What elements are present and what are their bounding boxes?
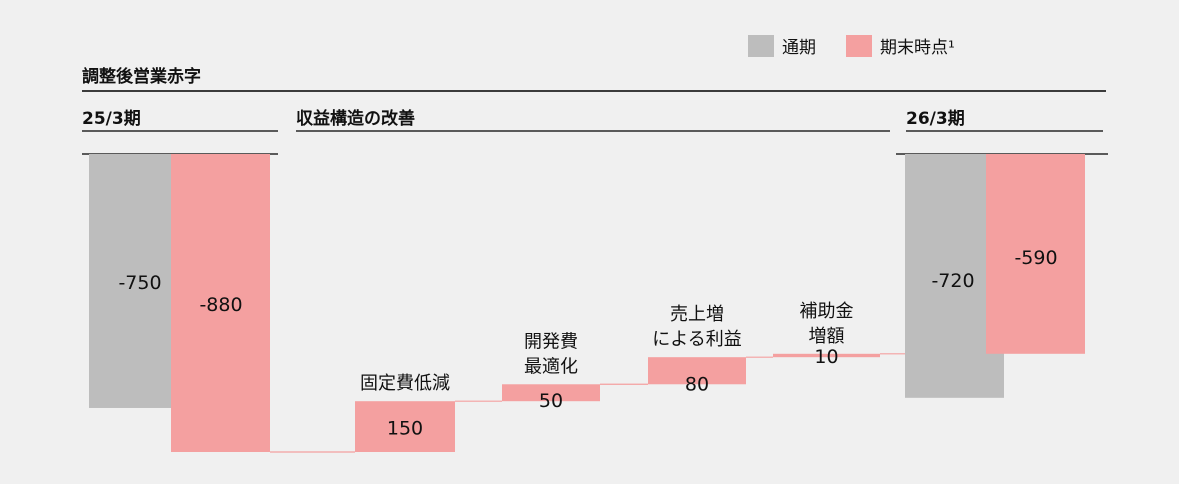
step-category-label-1-line-1: 固定費低減 <box>360 373 450 394</box>
step-category-label-4-line-2: 増額 <box>809 326 845 347</box>
step-category-label-3-line-2: による利益 <box>652 329 741 350</box>
start-value-label-end-point: -880 <box>199 294 242 316</box>
end-value-label-full-year: -720 <box>931 270 974 292</box>
chart-title: 調整後営業赤字 <box>82 67 201 87</box>
step-category-label-2-line-1: 開発費 <box>524 331 578 352</box>
step-value-label-3: 80 <box>685 373 709 395</box>
end-value-label-end-point: -590 <box>1014 247 1057 269</box>
step-value-label-2: 50 <box>539 390 563 412</box>
step-value-label-4: 10 <box>814 346 838 368</box>
step-bar-2 <box>502 384 600 402</box>
legend-swatch-full-year <box>748 34 774 57</box>
step-bar-4 <box>773 353 880 358</box>
start-bar-end-point <box>171 154 270 452</box>
legend-item-full-year: 通期 <box>748 33 816 58</box>
section-label-middle: 収益構造の改善 <box>296 109 415 129</box>
section-label-end: 26/3期 <box>906 109 965 129</box>
legend-item-end-point: 期末時点¹ <box>846 33 955 58</box>
section-label-start: 25/3期 <box>82 109 141 129</box>
legend-label-end-point: 期末時点¹ <box>880 38 955 58</box>
step-category-label-2-line-2: 最適化 <box>524 356 578 377</box>
legend-label-full-year: 通期 <box>782 38 816 58</box>
start-bar-full-year <box>89 154 171 408</box>
step-category-label-3-line-1: 売上増 <box>670 304 724 325</box>
step-bar-3 <box>648 357 746 385</box>
step-bar-1 <box>355 401 455 452</box>
step-value-label-1: 150 <box>387 418 423 440</box>
step-category-label-4-line-1: 補助金 <box>800 301 854 322</box>
legend-swatch-end-point <box>846 34 872 57</box>
start-value-label-full-year: -750 <box>118 272 161 294</box>
end-bar-end-point <box>986 154 1085 354</box>
